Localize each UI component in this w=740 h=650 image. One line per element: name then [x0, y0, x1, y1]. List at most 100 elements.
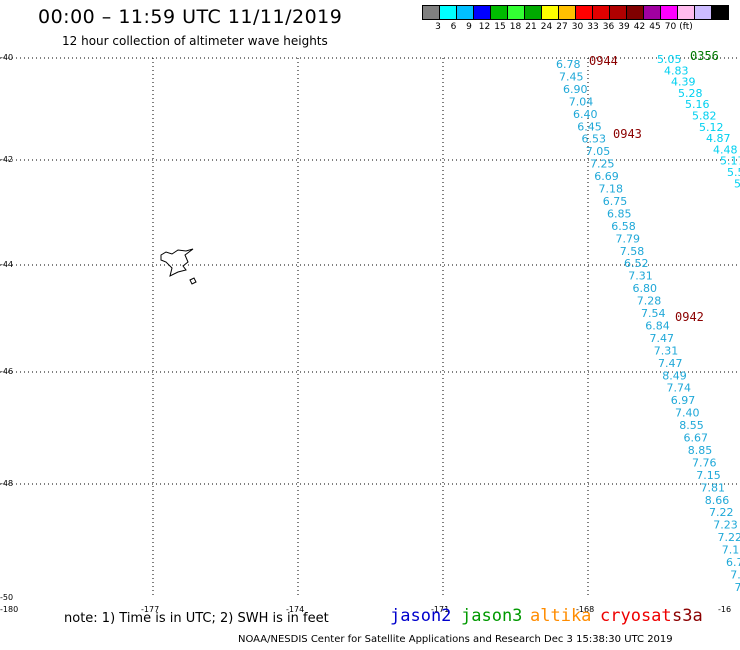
wave-height-label: 7.45	[559, 70, 584, 83]
wave-height-label: 8.55	[679, 419, 704, 432]
satellite-label-cryosat: cryosat	[600, 606, 672, 626]
lat-label: -50	[0, 593, 13, 602]
wave-height-label: 7.25	[590, 158, 615, 171]
lat-label: -42	[0, 155, 13, 164]
wave-height-label: 6.78	[556, 58, 581, 71]
legend-label: 12	[478, 22, 491, 32]
lon-label: -16	[718, 605, 731, 614]
wave-height-label: 7.15	[696, 469, 721, 482]
island-outline	[160, 248, 197, 285]
wave-height-label: 7.47	[650, 332, 675, 345]
altimeter-tracks: 6.787.456.907.046.406.456.537.057.256.69…	[556, 49, 740, 594]
legend-label: 18	[509, 22, 522, 32]
wave-height-label: 7.54	[641, 307, 666, 320]
lon-label: -174	[286, 605, 304, 614]
wave-height-label: 7.05	[586, 145, 611, 158]
wave-height-label: 6.84	[645, 319, 670, 332]
wave-height-label: 5.5	[727, 166, 740, 179]
satellite-label-altika: altika	[530, 606, 592, 626]
page-subtitle: 12 hour collection of altimeter wave hei…	[62, 34, 328, 48]
wave-height-label: 6.7	[726, 556, 740, 569]
legend-labels: 3 6 9 12 15 18 21 24 27 30 33 36 39 42 45 70 (ft)	[422, 20, 740, 34]
page-title: 00:00 – 11:59 UTC 11/11/2019	[38, 6, 343, 28]
wave-height-label: 4.39	[671, 76, 696, 89]
lon-label: -180	[0, 605, 18, 614]
wave-height-label: 6.67	[684, 432, 709, 445]
pass-time-label: 0942	[675, 310, 704, 324]
lat-label: -46	[0, 367, 13, 376]
pass-time-label: 0943	[613, 127, 642, 141]
wave-height-label: 7.47	[658, 357, 683, 370]
wave-height-label: 7.22	[709, 506, 734, 519]
wave-height-label: 7.81	[701, 481, 726, 494]
lat-label: -40	[0, 53, 13, 62]
lat-label: -48	[0, 479, 13, 488]
credit-line: NOAA/NESDIS Center for Satellite Applica…	[238, 634, 673, 645]
wave-height-label: 6.85	[607, 207, 632, 220]
satellite-label-jason3: jason3	[461, 606, 523, 626]
wave-height-label: 7.23	[713, 519, 738, 532]
wave-height-label: 5.17	[720, 155, 740, 168]
wave-height-label: 6.97	[671, 394, 696, 407]
wave-height-label: 6.75	[603, 195, 628, 208]
legend-label: 39	[618, 22, 630, 32]
wave-height-label: 6.40	[573, 108, 598, 121]
wave-height-label: 6.58	[611, 220, 636, 233]
wave-height-label: 7.74	[667, 382, 692, 395]
wave-height-label: 6.69	[594, 170, 619, 183]
wave-height-label: 8.66	[705, 494, 730, 507]
lon-label: -168	[576, 605, 594, 614]
wave-height-label: 4.83	[664, 64, 689, 77]
legend-label: 15	[494, 22, 506, 32]
wave-height-label: 8.85	[688, 444, 713, 457]
wave-height-label: 7.04	[569, 95, 594, 108]
wave-height-label: 5.16	[685, 98, 710, 111]
satellite-label-s3a: s3a	[672, 606, 703, 626]
wave-height-label: 5.	[734, 177, 740, 190]
lat-label: -44	[0, 260, 13, 269]
legend-label: 21	[525, 22, 537, 32]
legend-label: 36	[602, 22, 615, 32]
color-legend: 3 6 9 12 15 18 21 24 27 30 33 36 39 42 45 70 (ft)	[422, 5, 740, 34]
legend-label: 42	[633, 22, 646, 32]
wave-height-label: 6.53	[582, 133, 607, 146]
lon-label: -177	[141, 605, 159, 614]
footer-note: note: 1) Time is in UTC; 2) SWH is in fe…	[64, 611, 329, 626]
wave-height-label: 5.28	[678, 87, 703, 100]
wave-height-label: 7.31	[654, 344, 679, 357]
legend-label: 6	[450, 22, 457, 32]
wave-height-label: 6.45	[577, 120, 602, 133]
wave-height-label: 7.	[730, 568, 740, 581]
wave-height-label: 7.58	[620, 245, 645, 258]
wave-height-label: 8.49	[662, 369, 687, 382]
wave-height-label: 6.90	[563, 83, 588, 96]
satellite-label-jason2: jason2	[390, 606, 452, 626]
wave-height-label: 7.28	[637, 295, 662, 308]
wave-height-label: 5.82	[692, 110, 717, 123]
legend-label: 33	[587, 22, 599, 32]
lon-label: -171	[431, 605, 449, 614]
legend-label: (ft)	[679, 22, 693, 32]
wave-height-label: 7.18	[599, 183, 624, 196]
wave-height-label: 4.87	[706, 132, 731, 145]
wave-height-label: 7.40	[675, 407, 700, 420]
legend-label: 9	[466, 22, 472, 32]
wave-height-label: 7.76	[692, 456, 717, 469]
wave-height-label: 6.80	[633, 282, 658, 295]
legend-label: 24	[540, 22, 553, 32]
pass-time-label: 0944	[589, 54, 618, 68]
wave-height-label: 4.48	[713, 143, 738, 156]
wave-height-label: 7.79	[616, 232, 641, 245]
wave-height-label: 5.12	[699, 121, 724, 134]
wave-height-label: 7	[735, 581, 740, 594]
legend-swatch	[711, 5, 729, 20]
legend-label: 70	[664, 22, 677, 32]
wave-height-label: 6.52	[624, 257, 649, 270]
legend-color-bar	[422, 5, 740, 20]
legend-label: 30	[571, 22, 584, 32]
legend-label: 3	[435, 22, 441, 32]
map-grid	[0, 57, 740, 598]
wave-height-label: 7.13	[722, 544, 740, 557]
legend-label: 45	[649, 22, 661, 32]
